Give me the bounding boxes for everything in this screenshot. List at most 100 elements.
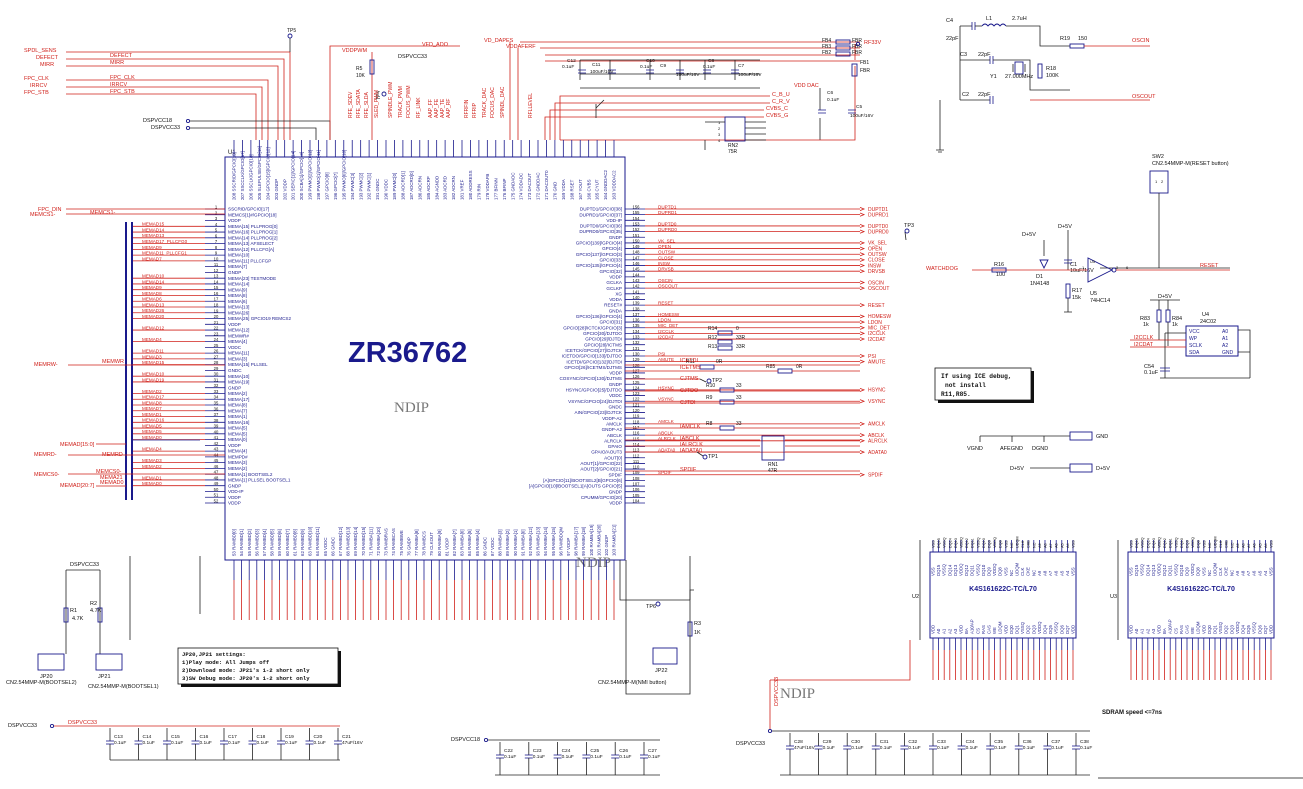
pin-number: 36 — [214, 406, 219, 411]
svg-text:DSPVCC33: DSPVCC33 — [68, 720, 97, 726]
pin-name: 169 VDDA — [561, 179, 566, 200]
net-label: MEMAD0 — [100, 480, 124, 486]
pin-number: 23 — [214, 331, 219, 336]
net-label: OUTSW — [868, 252, 887, 258]
net-label: AMCLK — [658, 419, 675, 424]
cap-c9: C9 100uF/16V — [660, 63, 700, 78]
pin-name: VDDC — [228, 345, 242, 350]
part-value: 0.1uF — [994, 745, 1006, 751]
reset-section: SW2 CN2.54MMP-M(RESET button) 1 2 D+5V D… — [926, 154, 1230, 313]
pin-name: 178 VDDAFB — [485, 174, 490, 200]
net-label: ALRCLK — [868, 439, 888, 445]
pin-number: 42 — [214, 441, 219, 446]
pin-name: DQ9 — [1185, 567, 1190, 576]
pin-number: 129 — [633, 357, 641, 362]
pin-name: ICETDI/GPCIO[132]/DJTDI — [566, 359, 622, 364]
pin-number: 17 — [214, 297, 219, 302]
part-value: 0.1uF — [590, 754, 602, 760]
jumper-jp21[interactable] — [95, 653, 123, 671]
svg-text:C10: C10 — [646, 58, 655, 64]
svg-text:A1: A1 — [1222, 336, 1228, 342]
part-value: 100K — [1046, 73, 1059, 79]
net-label: FPC_STB — [110, 89, 135, 95]
pin-number: 121 — [633, 402, 641, 407]
pin-number: 37 — [214, 412, 219, 417]
pin-number: 117 — [633, 425, 640, 430]
pin-name: AIN/GPCIO[23]/DJTCK — [575, 410, 623, 415]
svg-text:TP3: TP3 — [904, 223, 914, 229]
part-value: 0.1uF — [533, 754, 545, 760]
pin-net: A7 — [1049, 543, 1053, 548]
svg-text:TP6: TP6 — [646, 604, 656, 610]
pin-name: VSS — [931, 567, 936, 576]
sdram-section: U2K4S161622C-TC/L70VSSVSSDQ15DQ15VSSQVSS… — [912, 536, 1275, 680]
pin-name: VDD — [1129, 625, 1134, 634]
pin-name: 86 GNDC — [482, 537, 487, 556]
pin-number: 136 — [633, 318, 641, 323]
net-label: RESET — [658, 301, 674, 306]
part-value: 22pF — [978, 92, 991, 98]
eeprom-chip — [1185, 325, 1239, 357]
part-ref: C19 — [285, 734, 294, 740]
pin-number: 153 — [633, 221, 641, 226]
pin-name: CKE — [1026, 567, 1031, 576]
pin-name: VDD — [1201, 625, 1206, 634]
ferrite-bead — [851, 63, 858, 77]
pin-name: RAS — [981, 625, 986, 634]
part-ref: U3 — [1110, 594, 1117, 600]
jumper-jp20[interactable] — [37, 653, 65, 671]
pin-name: MEMWR# — [228, 333, 249, 338]
pin-name: [A]GPCIO[10]/BOOTSEL1[A]OUTS GPCIO[5] — [529, 484, 622, 489]
part-ref: C17 — [228, 734, 237, 740]
net-label: VSYNC — [658, 397, 675, 402]
net-label: MEMWR — [102, 359, 124, 365]
svg-text:6: 6 — [1126, 265, 1129, 270]
jumper-jp22[interactable] — [652, 647, 678, 665]
pin-net: CKE — [1027, 540, 1031, 548]
pin-name: 173 DACOUT — [527, 173, 532, 200]
svg-text:33: 33 — [736, 395, 742, 401]
pin-name: 60 RAMBD[7] — [285, 529, 290, 556]
net-label: AMUTE — [868, 359, 886, 365]
part-ref: C21 — [342, 734, 351, 740]
svg-text:R11,R85.: R11,R85. — [941, 391, 971, 398]
net-label: OSCIN — [1132, 38, 1149, 44]
tp-label: TP4 — [376, 91, 382, 100]
pin-number: 125 — [633, 380, 641, 385]
ice-debug-note: If using ICE debug, not install R11,R85. — [934, 367, 1034, 403]
part-ref: FB4 — [822, 38, 831, 44]
part-ref: C35 — [994, 739, 1003, 745]
pin-name: 93 RAMBA[13] — [536, 527, 541, 556]
svg-text:2)Download mode: JP21's 1-2 sh: 2)Download mode: JP21's 1-2 short only — [182, 667, 310, 674]
svg-text:C6: C6 — [827, 90, 833, 96]
pin-number: 124 — [633, 385, 641, 390]
pin-number: 151 — [633, 233, 641, 238]
pin-name: 90 RAMBA[1] — [513, 529, 518, 556]
pin-name: 75 RAMBWE — [399, 530, 404, 556]
part-value: 22pF — [978, 52, 991, 58]
svg-text:R1: R1 — [70, 608, 77, 614]
svg-text:1)Play mode: All Jumps off: 1)Play mode: All Jumps off — [182, 659, 270, 666]
svg-text:C5: C5 — [856, 104, 862, 110]
svg-text:DSPVCC18: DSPVCC18 — [451, 737, 480, 743]
part-ref: C34 — [966, 739, 975, 745]
pin-name: VDDQ — [992, 563, 997, 576]
net-label: OSCIN — [868, 280, 884, 286]
pin-name: MEMA[5] — [228, 426, 247, 431]
pin-name: DQ6 — [1059, 625, 1064, 634]
svg-text:If using ICE debug,: If using ICE debug, — [941, 373, 1012, 380]
pin-name: 89 RAMBA[2] — [505, 529, 510, 556]
pin-name: A8 — [1241, 570, 1246, 576]
svg-text:not install: not install — [945, 382, 986, 389]
signal-label: SLED_PWM — [374, 90, 380, 118]
part-ref: Y1 — [990, 74, 997, 80]
pin-name: 172 GNDDAC — [536, 172, 541, 200]
chip-bottom-pins: 53 RAMBD[0] 54 RAMBD[1] 55 RAMBD[2] 56 RAMB… — [232, 525, 617, 620]
part-ref: R83 — [1140, 316, 1150, 322]
pin-number: 105 — [633, 493, 641, 498]
net-label: DSPVCC18 — [143, 118, 172, 124]
net-label: HSYNC — [658, 385, 675, 390]
sdram-speed-note: SDRAM speed <=7ns — [1102, 710, 1163, 716]
pin-name: MEMA[3] — [228, 356, 247, 361]
pin-number: 13 — [214, 274, 219, 279]
